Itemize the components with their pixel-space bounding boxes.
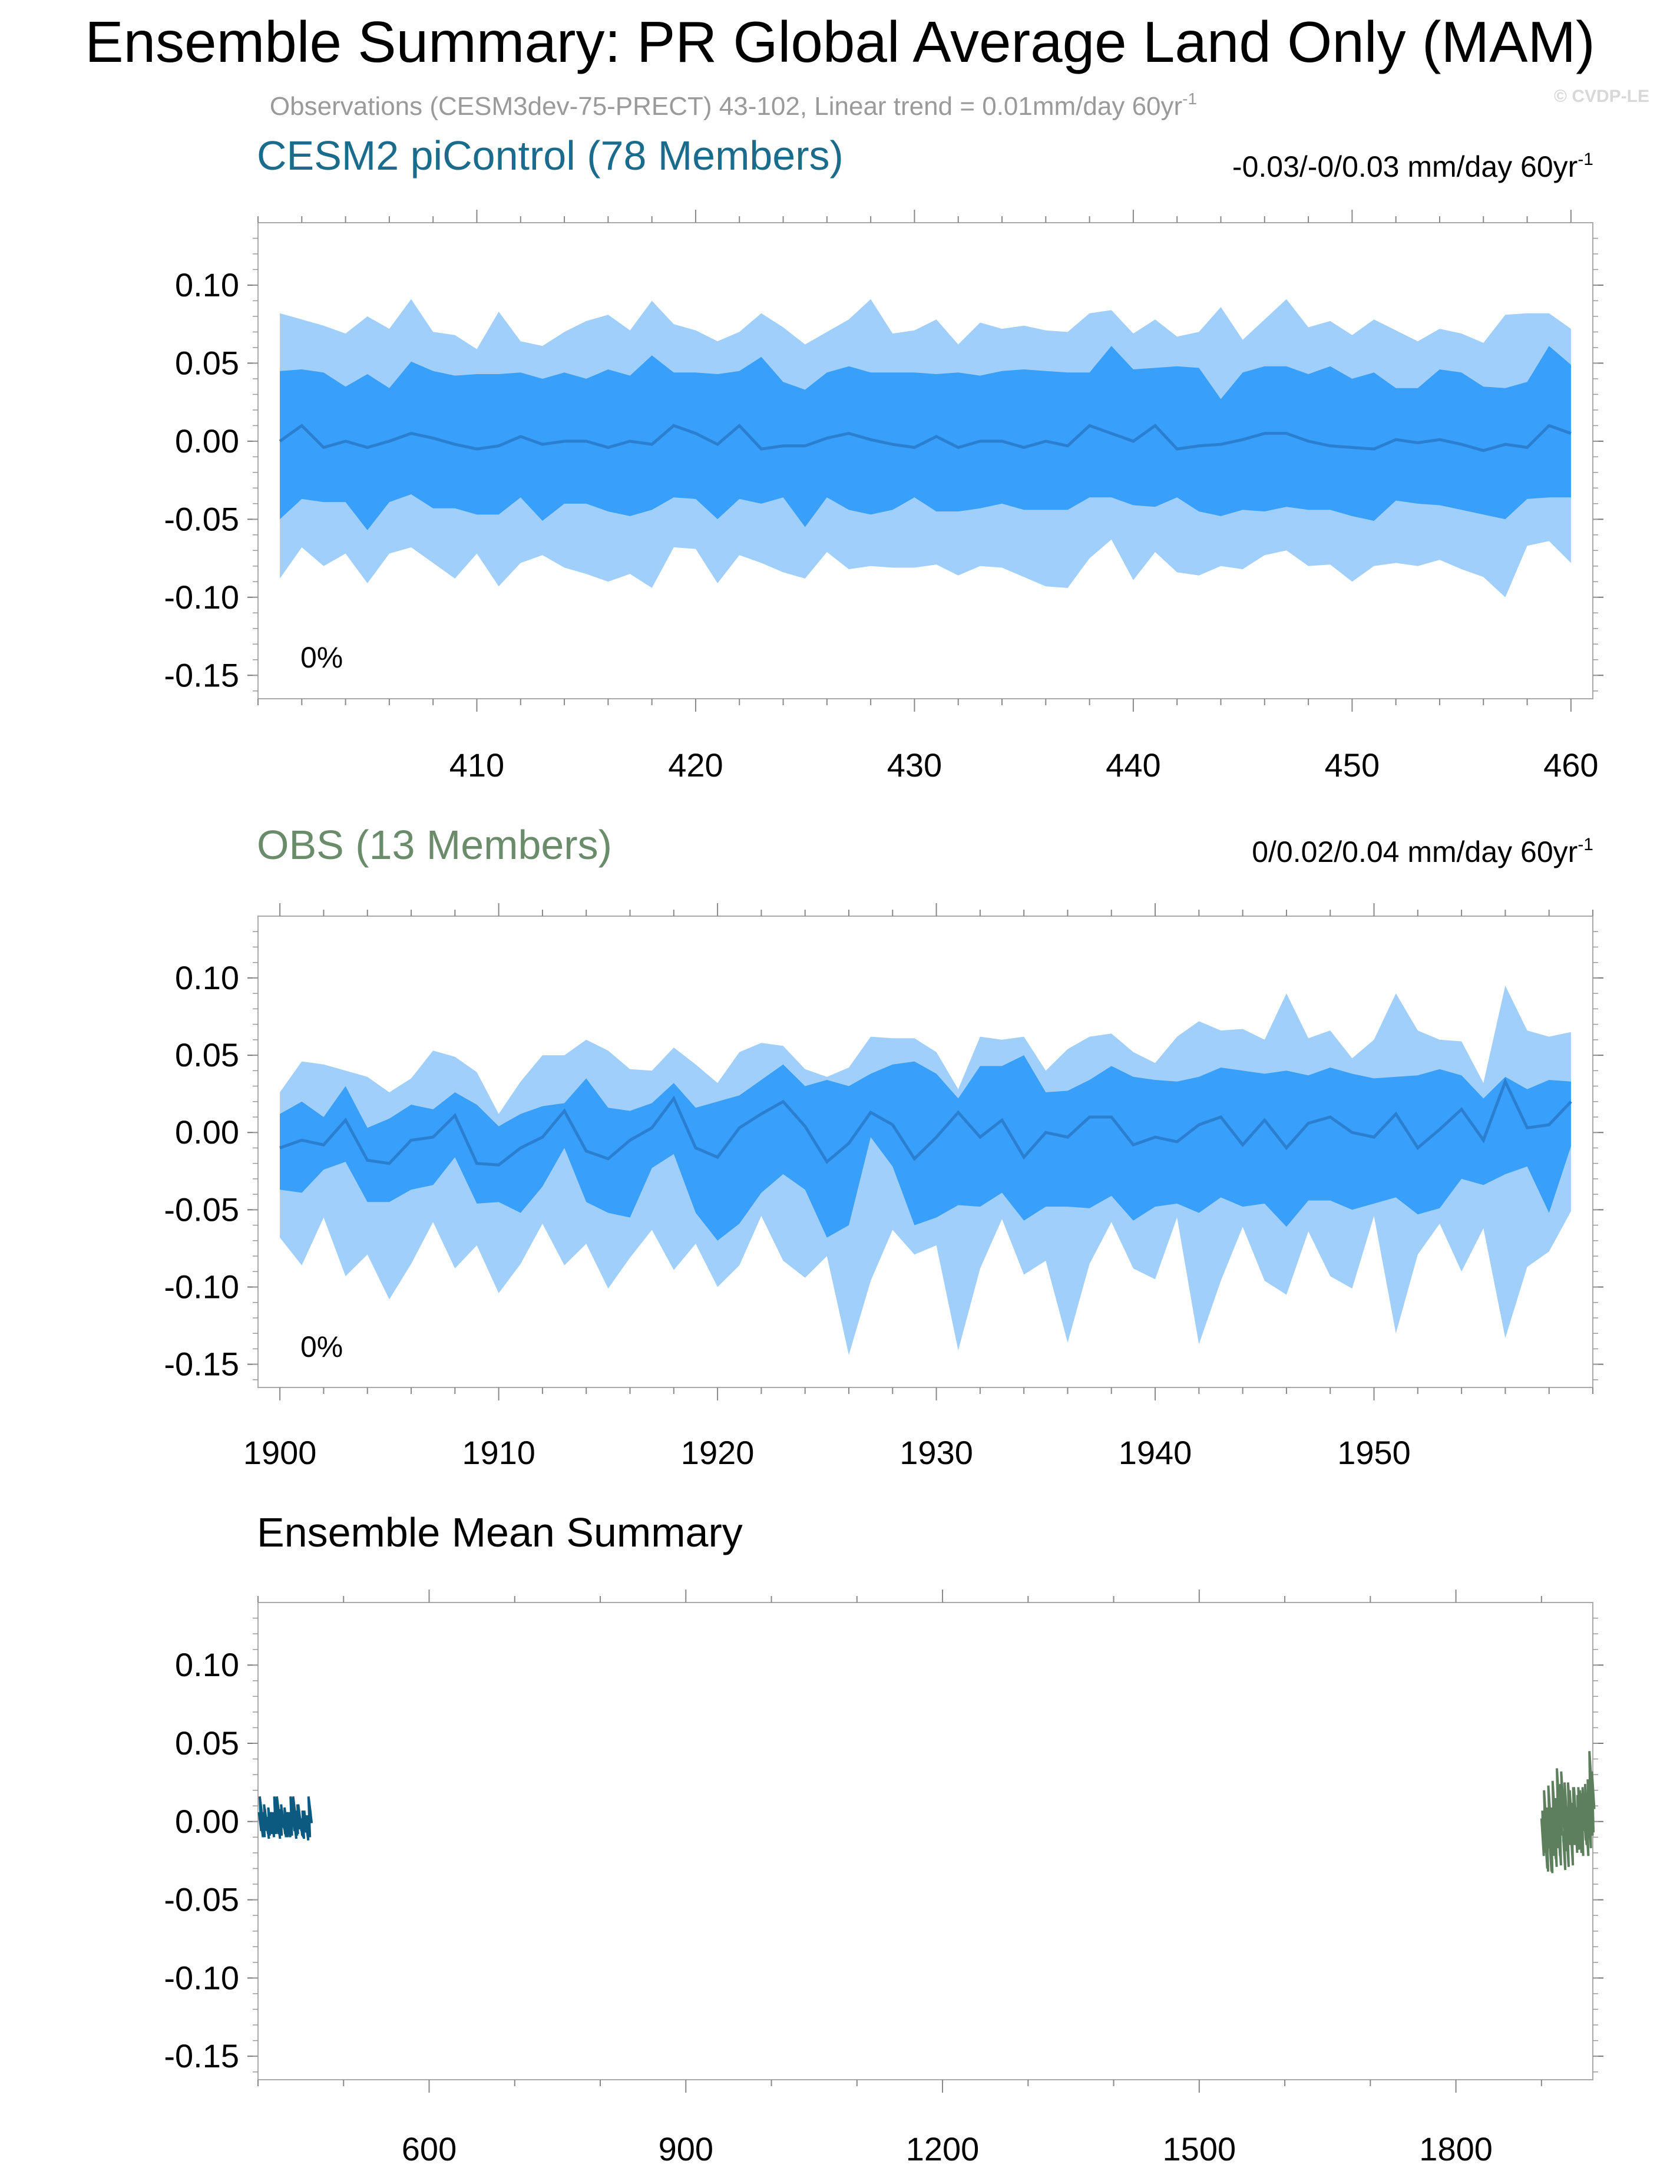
figure-title: Ensemble Summary: PR Global Average Land… [85,9,1595,74]
trend-sup-obs: -1 [1578,835,1593,854]
x-tick-label: 1950 [1337,1434,1411,1471]
x-tick-label: 460 [1543,746,1598,784]
x-tick-label: 430 [887,746,942,784]
plot-frame [257,222,1593,699]
figure-subtitle-sup: -1 [1182,90,1197,108]
y-tick-label: 0.10 [175,959,239,996]
credit: © CVDP-LE [1554,87,1649,106]
panel-cesm2-picontrol: CESM2 piControl (78 Members) -0.03/-0/0.… [164,133,1603,784]
x-tick-label: 440 [1106,746,1160,784]
x-tick-label: 1200 [906,2130,980,2168]
y-tick-label: 0.10 [175,1646,239,1683]
x-tick-label: 1930 [899,1434,973,1471]
plot-frame [257,1602,1593,2080]
figure-subtitle-text: Observations (CESM3dev-75-PRECT) 43-102,… [270,92,1182,121]
y-tick-label: 0.00 [175,1803,239,1840]
x-tick-label: 420 [668,746,723,784]
plot-area-ensemble-mean: 0.10 0.05 0.00 -0.05 -0.10 -0.15 600 900 1200 150… [164,1590,1603,2168]
panel-title-cesm2: CESM2 piControl (78 Members) [257,133,844,179]
y-tick-label: -0.05 [164,1191,239,1228]
panel-title-ensemble-mean: Ensemble Mean Summary [257,1509,743,1555]
y-tick-label: 0.00 [175,422,239,460]
y-tick-label: 0.00 [175,1114,239,1151]
y-tick-label: -0.10 [164,1959,239,1996]
y-tick-label: -0.05 [164,1881,239,1918]
y-tick-label: -0.10 [164,579,239,616]
x-tick-label: 410 [449,746,504,784]
cesm2-mean-trace [257,1796,313,1841]
x-tick-label: 1800 [1419,2130,1493,2168]
y-tick-label: 0.05 [175,1724,239,1762]
trend-value-cesm2: -0.03/-0/0.03 mm/day 60yr [1232,150,1578,183]
x-tick-label: 600 [402,2130,457,2168]
y-tick-label: -0.05 [164,500,239,537]
y-tick-label: -0.15 [164,656,239,693]
trend-text-cesm2: -0.03/-0/0.03 mm/day 60yr-1 [1232,150,1593,183]
panel-obs: OBS (13 Members) 0/0.02/0.04 mm/day 60yr… [164,822,1603,1471]
x-tick-label: 1500 [1163,2130,1236,2168]
y-tick-label: 0.05 [175,1036,239,1073]
plot-area-cesm2: 0.10 0.05 0.00 -0.05 -0.10 -0.15 410 420 430 440 4… [164,210,1603,784]
trend-value-obs: 0/0.02/0.04 mm/day 60yr [1252,835,1578,868]
y-tick-label: -0.10 [164,1268,239,1306]
x-tick-label: 450 [1325,746,1380,784]
y-tick-label: -0.15 [164,2037,239,2074]
trend-text-obs: 0/0.02/0.04 mm/day 60yr-1 [1252,835,1593,868]
percent-label-cesm2: 0% [300,641,343,674]
plot-area-obs: 0.10 0.05 0.00 -0.05 -0.10 -0.15 1900 1910 1920 1… [164,903,1603,1471]
inner-band-percentile [280,346,1571,530]
panel-ensemble-mean: Ensemble Mean Summary 0.10 0.05 0.00 -0.05 -… [164,1509,1603,2168]
panel-title-obs: OBS (13 Members) [257,822,612,868]
x-tick-label: 1940 [1119,1434,1192,1471]
figure-subtitle: Observations (CESM3dev-75-PRECT) 43-102,… [270,90,1197,121]
percent-label-obs: 0% [300,1330,343,1363]
y-tick-label: 0.05 [175,344,239,381]
obs-mean-trace [1540,1751,1596,1874]
x-tick-label: 900 [659,2130,713,2168]
x-tick-label: 1920 [681,1434,755,1471]
ensemble-mean-line [279,423,1572,452]
x-tick-label: 1910 [462,1434,535,1471]
ensemble-mean-line [279,1078,1572,1167]
plot-frame [257,916,1593,1388]
trend-sup-cesm2: -1 [1578,150,1593,169]
y-tick-label: -0.15 [164,1346,239,1383]
y-tick-label: 0.10 [175,266,239,303]
x-tick-label: 1900 [243,1434,317,1471]
